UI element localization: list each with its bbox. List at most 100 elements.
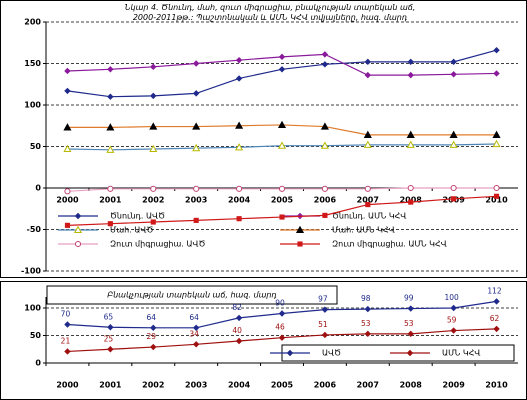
marker — [235, 121, 244, 129]
y-tick-label: 50 — [30, 331, 42, 340]
data-label: 70 — [61, 310, 71, 319]
data-label: 65 — [104, 312, 114, 321]
data-label: 29 — [146, 332, 156, 341]
marker — [192, 122, 201, 130]
marker — [363, 130, 372, 138]
marker — [106, 145, 115, 153]
y-tick-label: 200 — [24, 18, 41, 27]
marker — [321, 61, 329, 68]
marker — [235, 314, 243, 322]
x-tick-label: 2006 — [314, 381, 337, 390]
marker — [64, 348, 71, 355]
y-tick-label: 150 — [24, 59, 41, 68]
marker — [406, 349, 414, 357]
data-label: 64 — [146, 313, 156, 322]
x-tick-label: 2010 — [485, 196, 508, 205]
marker — [64, 87, 71, 95]
marker — [107, 66, 114, 73]
data-label: 40 — [232, 326, 242, 335]
marker — [493, 325, 500, 333]
legend-label: Զուտ միգրացիա. ԱՎԾ — [110, 240, 205, 249]
marker — [278, 53, 286, 61]
x-tick-label: 2004 — [228, 381, 251, 390]
marker — [235, 143, 244, 151]
marker — [364, 305, 372, 313]
marker — [107, 346, 114, 353]
marker — [149, 144, 158, 153]
marker — [364, 330, 372, 338]
marker — [107, 93, 114, 100]
x-tick-label: 2001 — [99, 196, 122, 205]
marker — [407, 184, 414, 192]
marker — [149, 122, 158, 130]
marker — [235, 75, 243, 82]
marker — [363, 140, 372, 148]
data-label: 100 — [444, 293, 459, 302]
x-tick-label: 2005 — [271, 196, 294, 205]
marker — [150, 185, 157, 192]
marker — [365, 202, 371, 208]
x-tick-label: 2006 — [314, 196, 337, 205]
marker — [107, 221, 113, 227]
marker — [321, 306, 329, 313]
marker — [106, 123, 115, 131]
marker — [295, 225, 305, 234]
data-label: 59 — [447, 316, 457, 325]
data-label: 99 — [404, 294, 414, 303]
y-tick-label: -100 — [21, 267, 41, 276]
x-tick-label: 2002 — [142, 381, 164, 390]
marker — [286, 349, 294, 357]
marker — [107, 185, 114, 192]
marker — [277, 120, 287, 128]
x-tick-label: 2007 — [357, 381, 379, 390]
data-label: 97 — [318, 295, 328, 304]
x-tick-label: 2001 — [99, 381, 122, 390]
x-tick-label: 2002 — [142, 196, 164, 205]
marker — [278, 334, 286, 341]
marker — [73, 225, 83, 234]
marker — [236, 216, 242, 222]
marker — [492, 130, 501, 138]
marker — [150, 324, 157, 331]
x-tick-label: 2004 — [228, 196, 251, 205]
marker — [449, 140, 458, 148]
marker — [322, 212, 328, 218]
marker — [321, 331, 329, 339]
data-label: 62 — [490, 314, 500, 323]
marker — [74, 212, 82, 220]
legend-label: ԱՎԾ — [322, 349, 341, 358]
bottom-title-box — [46, 285, 338, 305]
marker — [150, 63, 157, 71]
y-tick-label: -50 — [27, 225, 42, 234]
x-tick-label: 2010 — [485, 381, 508, 390]
data-label: 46 — [275, 323, 285, 332]
marker — [493, 184, 500, 192]
marker — [64, 67, 71, 75]
marker — [449, 130, 458, 138]
legend-label: Զուտ միգրացիա. ԱՄՆ ԿՀՎ — [332, 240, 447, 249]
x-tick-label: 2003 — [185, 381, 207, 390]
x-tick-label: 2000 — [56, 196, 79, 205]
marker — [150, 343, 157, 351]
data-label: 34 — [189, 329, 199, 338]
chart-title: Նկար 4. Ծնունդ, մահ, զուտ միգրացիա, բնակ… — [125, 3, 416, 22]
x-tick-label: 2000 — [56, 381, 79, 390]
marker — [407, 71, 414, 79]
marker — [364, 71, 372, 79]
marker — [150, 92, 157, 100]
marker — [407, 58, 414, 66]
y-tick-label: 50 — [30, 142, 42, 151]
marker — [321, 185, 328, 192]
marker — [364, 58, 372, 66]
marker — [277, 141, 287, 149]
marker — [407, 330, 414, 338]
data-label: 25 — [104, 334, 114, 343]
x-tick-label: 2003 — [185, 196, 207, 205]
marker — [64, 222, 71, 228]
marker — [450, 184, 457, 192]
marker — [297, 241, 303, 247]
marker — [192, 90, 200, 97]
data-label: 90 — [275, 299, 285, 308]
x-tick-label: 2007 — [357, 196, 379, 205]
